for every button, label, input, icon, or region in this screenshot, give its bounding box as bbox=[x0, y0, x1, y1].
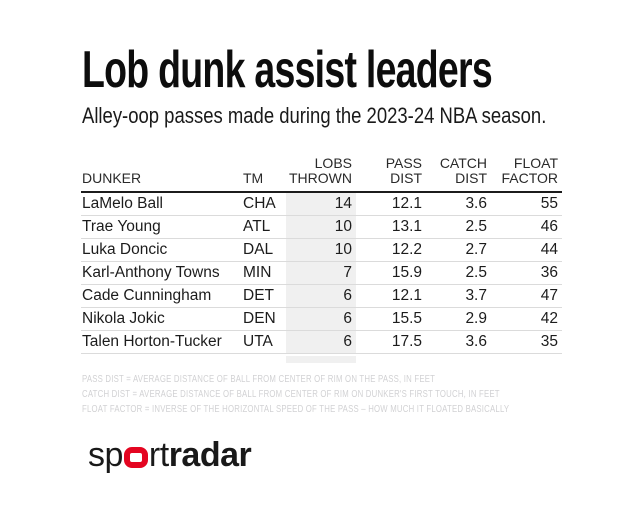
cell: 6 bbox=[286, 307, 356, 331]
cell: DET bbox=[242, 284, 286, 308]
cell: LaMelo Ball bbox=[81, 192, 242, 216]
cell: 47 bbox=[491, 284, 562, 308]
cell: MIN bbox=[242, 261, 286, 285]
stats-table: DUNKER TM LOBS THROWN PASS DIST CATCH DIST FL… bbox=[81, 152, 562, 354]
cell: 3.6 bbox=[426, 330, 491, 354]
page-title: Lob dunk assist leaders bbox=[82, 41, 493, 99]
cell: CHA bbox=[242, 192, 286, 216]
table-row: Luka Doncic DAL 10 12.2 2.7 44 bbox=[81, 238, 562, 262]
cell: 3.6 bbox=[426, 192, 491, 216]
cell: 12.1 bbox=[356, 284, 426, 308]
footnote-line: FLOAT FACTOR = INVERSE OF THE HORIZONTAL… bbox=[82, 403, 510, 415]
cell: 13.1 bbox=[356, 215, 426, 239]
table-header: DUNKER TM LOBS THROWN PASS DIST CATCH DIST FL… bbox=[81, 152, 562, 193]
logo-text-radar: radar bbox=[168, 436, 252, 474]
cell: DAL bbox=[242, 238, 286, 262]
cell: DEN bbox=[242, 307, 286, 331]
rounded-square-o-icon bbox=[123, 447, 148, 468]
table-row: LaMelo Ball CHA 14 12.1 3.6 55 bbox=[81, 192, 562, 216]
logo-text-rt: rt bbox=[148, 436, 169, 474]
cell: Talen Horton-Tucker bbox=[81, 330, 242, 354]
cell: Cade Cunningham bbox=[81, 284, 242, 308]
table-body: LaMelo Ball CHA 14 12.1 3.6 55 Trae Young ATL 10… bbox=[81, 192, 562, 354]
table-row: Trae Young ATL 10 13.1 2.5 46 bbox=[81, 215, 562, 239]
cell: 12.1 bbox=[356, 192, 426, 216]
header-row: DUNKER TM LOBS THROWN PASS DIST CATCH DIST FL… bbox=[81, 152, 562, 193]
column-header: LOBS THROWN bbox=[286, 152, 356, 193]
cell: 2.7 bbox=[426, 238, 491, 262]
cell: 14 bbox=[286, 192, 356, 216]
cell: UTA bbox=[242, 330, 286, 354]
cell: 6 bbox=[286, 284, 356, 308]
cell: 15.5 bbox=[356, 307, 426, 331]
cell: 35 bbox=[491, 330, 562, 354]
table-row: Karl-Anthony Towns MIN 7 15.9 2.5 36 bbox=[81, 261, 562, 285]
column-highlight-overhang bbox=[286, 356, 356, 363]
cell: ATL bbox=[242, 215, 286, 239]
cell: Karl-Anthony Towns bbox=[81, 261, 242, 285]
column-header: TM bbox=[242, 152, 286, 193]
column-header: PASS DIST bbox=[356, 152, 426, 193]
cell: 46 bbox=[491, 215, 562, 239]
cell: 42 bbox=[491, 307, 562, 331]
cell: 2.5 bbox=[426, 261, 491, 285]
table-row: Cade Cunningham DET 6 12.1 3.7 47 bbox=[81, 284, 562, 308]
cell: 12.2 bbox=[356, 238, 426, 262]
cell: 10 bbox=[286, 215, 356, 239]
logo-text-sp: sp bbox=[88, 436, 123, 474]
cell: 10 bbox=[286, 238, 356, 262]
column-header: DUNKER bbox=[81, 152, 242, 193]
cell: Luka Doncic bbox=[81, 238, 242, 262]
cell: Nikola Jokic bbox=[81, 307, 242, 331]
column-header: CATCH DIST bbox=[426, 152, 491, 193]
cell: Trae Young bbox=[81, 215, 242, 239]
subtitle: Alley-oop passes made during the 2023-24… bbox=[82, 103, 547, 128]
cell: 3.7 bbox=[426, 284, 491, 308]
column-header: FLOAT FACTOR bbox=[491, 152, 562, 193]
table-row: Talen Horton-Tucker UTA 6 17.5 3.6 35 bbox=[81, 330, 562, 354]
footnote-line: CATCH DIST = AVERAGE DISTANCE OF BALL FR… bbox=[82, 388, 500, 400]
cell: 6 bbox=[286, 330, 356, 354]
cell: 36 bbox=[491, 261, 562, 285]
cell: 17.5 bbox=[356, 330, 426, 354]
cell: 2.9 bbox=[426, 307, 491, 331]
footnotes: PASS DIST = AVERAGE DISTANCE OF BALL FRO… bbox=[82, 372, 640, 417]
cell: 44 bbox=[491, 238, 562, 262]
footnote-line: PASS DIST = AVERAGE DISTANCE OF BALL FRO… bbox=[82, 373, 436, 385]
table-row: Nikola Jokic DEN 6 15.5 2.9 42 bbox=[81, 307, 562, 331]
cell: 15.9 bbox=[356, 261, 426, 285]
cell: 55 bbox=[491, 192, 562, 216]
cell: 2.5 bbox=[426, 215, 491, 239]
sportradar-logo: sp rtradar bbox=[88, 436, 252, 475]
cell: 7 bbox=[286, 261, 356, 285]
